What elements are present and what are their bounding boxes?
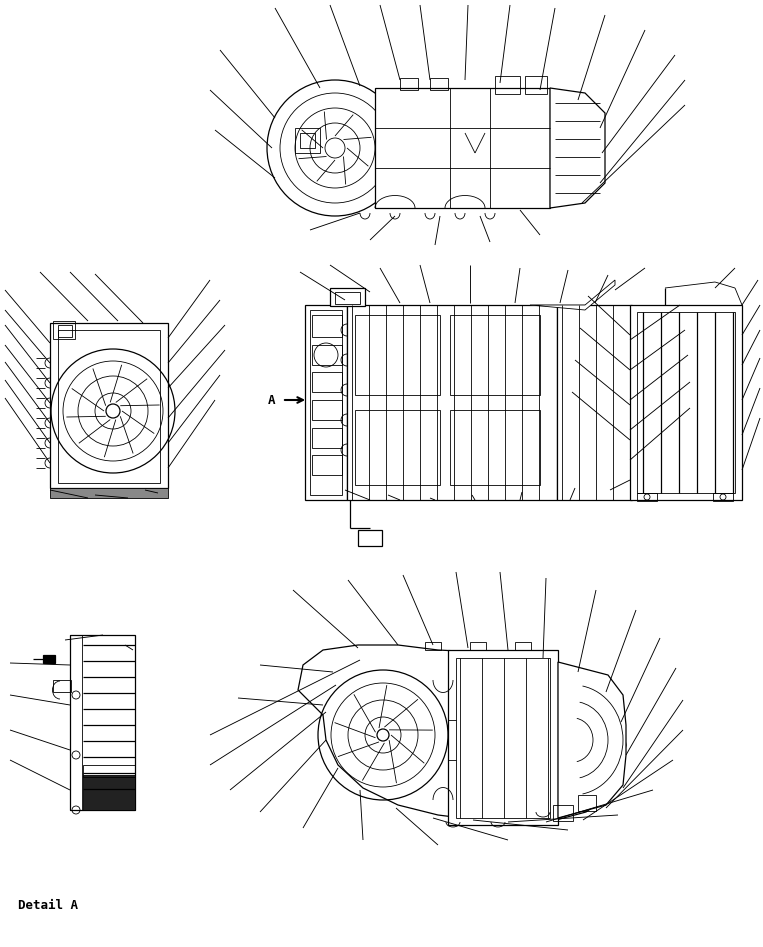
Bar — [375, 88, 550, 208]
Bar — [58, 325, 72, 337]
Text: A: A — [268, 394, 275, 406]
Bar — [312, 372, 342, 392]
Bar — [335, 292, 360, 304]
Bar — [312, 315, 342, 337]
Bar — [53, 321, 75, 339]
Bar — [358, 530, 382, 546]
Circle shape — [106, 404, 120, 418]
Polygon shape — [530, 280, 615, 310]
Bar — [43, 655, 55, 663]
Circle shape — [377, 729, 389, 741]
Bar — [630, 305, 742, 500]
Bar — [470, 642, 486, 650]
Bar — [355, 315, 440, 395]
Bar — [53, 680, 71, 692]
Bar — [637, 312, 735, 493]
Bar — [50, 488, 168, 498]
Bar — [450, 315, 540, 395]
Bar — [557, 305, 632, 500]
Bar — [400, 78, 418, 90]
Bar — [83, 775, 135, 810]
Bar — [355, 410, 440, 485]
Bar — [70, 635, 82, 810]
Bar — [495, 76, 520, 94]
Bar — [347, 305, 557, 500]
Bar — [70, 635, 135, 810]
Bar — [450, 410, 540, 485]
Bar — [425, 642, 441, 650]
Bar — [58, 330, 160, 483]
Bar — [713, 493, 733, 501]
Text: Detail A: Detail A — [18, 899, 78, 912]
Bar — [305, 305, 347, 500]
Bar — [515, 642, 531, 650]
Bar — [312, 345, 342, 365]
Bar — [50, 323, 168, 488]
Bar — [310, 310, 342, 495]
Bar — [456, 658, 550, 818]
Bar — [83, 765, 135, 777]
Bar — [330, 288, 365, 306]
Bar — [312, 455, 342, 475]
Bar — [525, 76, 547, 94]
Bar — [448, 650, 558, 825]
Bar — [430, 78, 448, 90]
Bar — [300, 133, 315, 148]
Bar — [295, 128, 320, 153]
Bar — [312, 400, 342, 420]
Bar — [637, 493, 657, 501]
Polygon shape — [298, 645, 626, 822]
Polygon shape — [550, 88, 605, 208]
Polygon shape — [558, 662, 626, 818]
Bar — [553, 805, 573, 821]
Bar — [312, 428, 342, 448]
Bar — [578, 795, 596, 811]
